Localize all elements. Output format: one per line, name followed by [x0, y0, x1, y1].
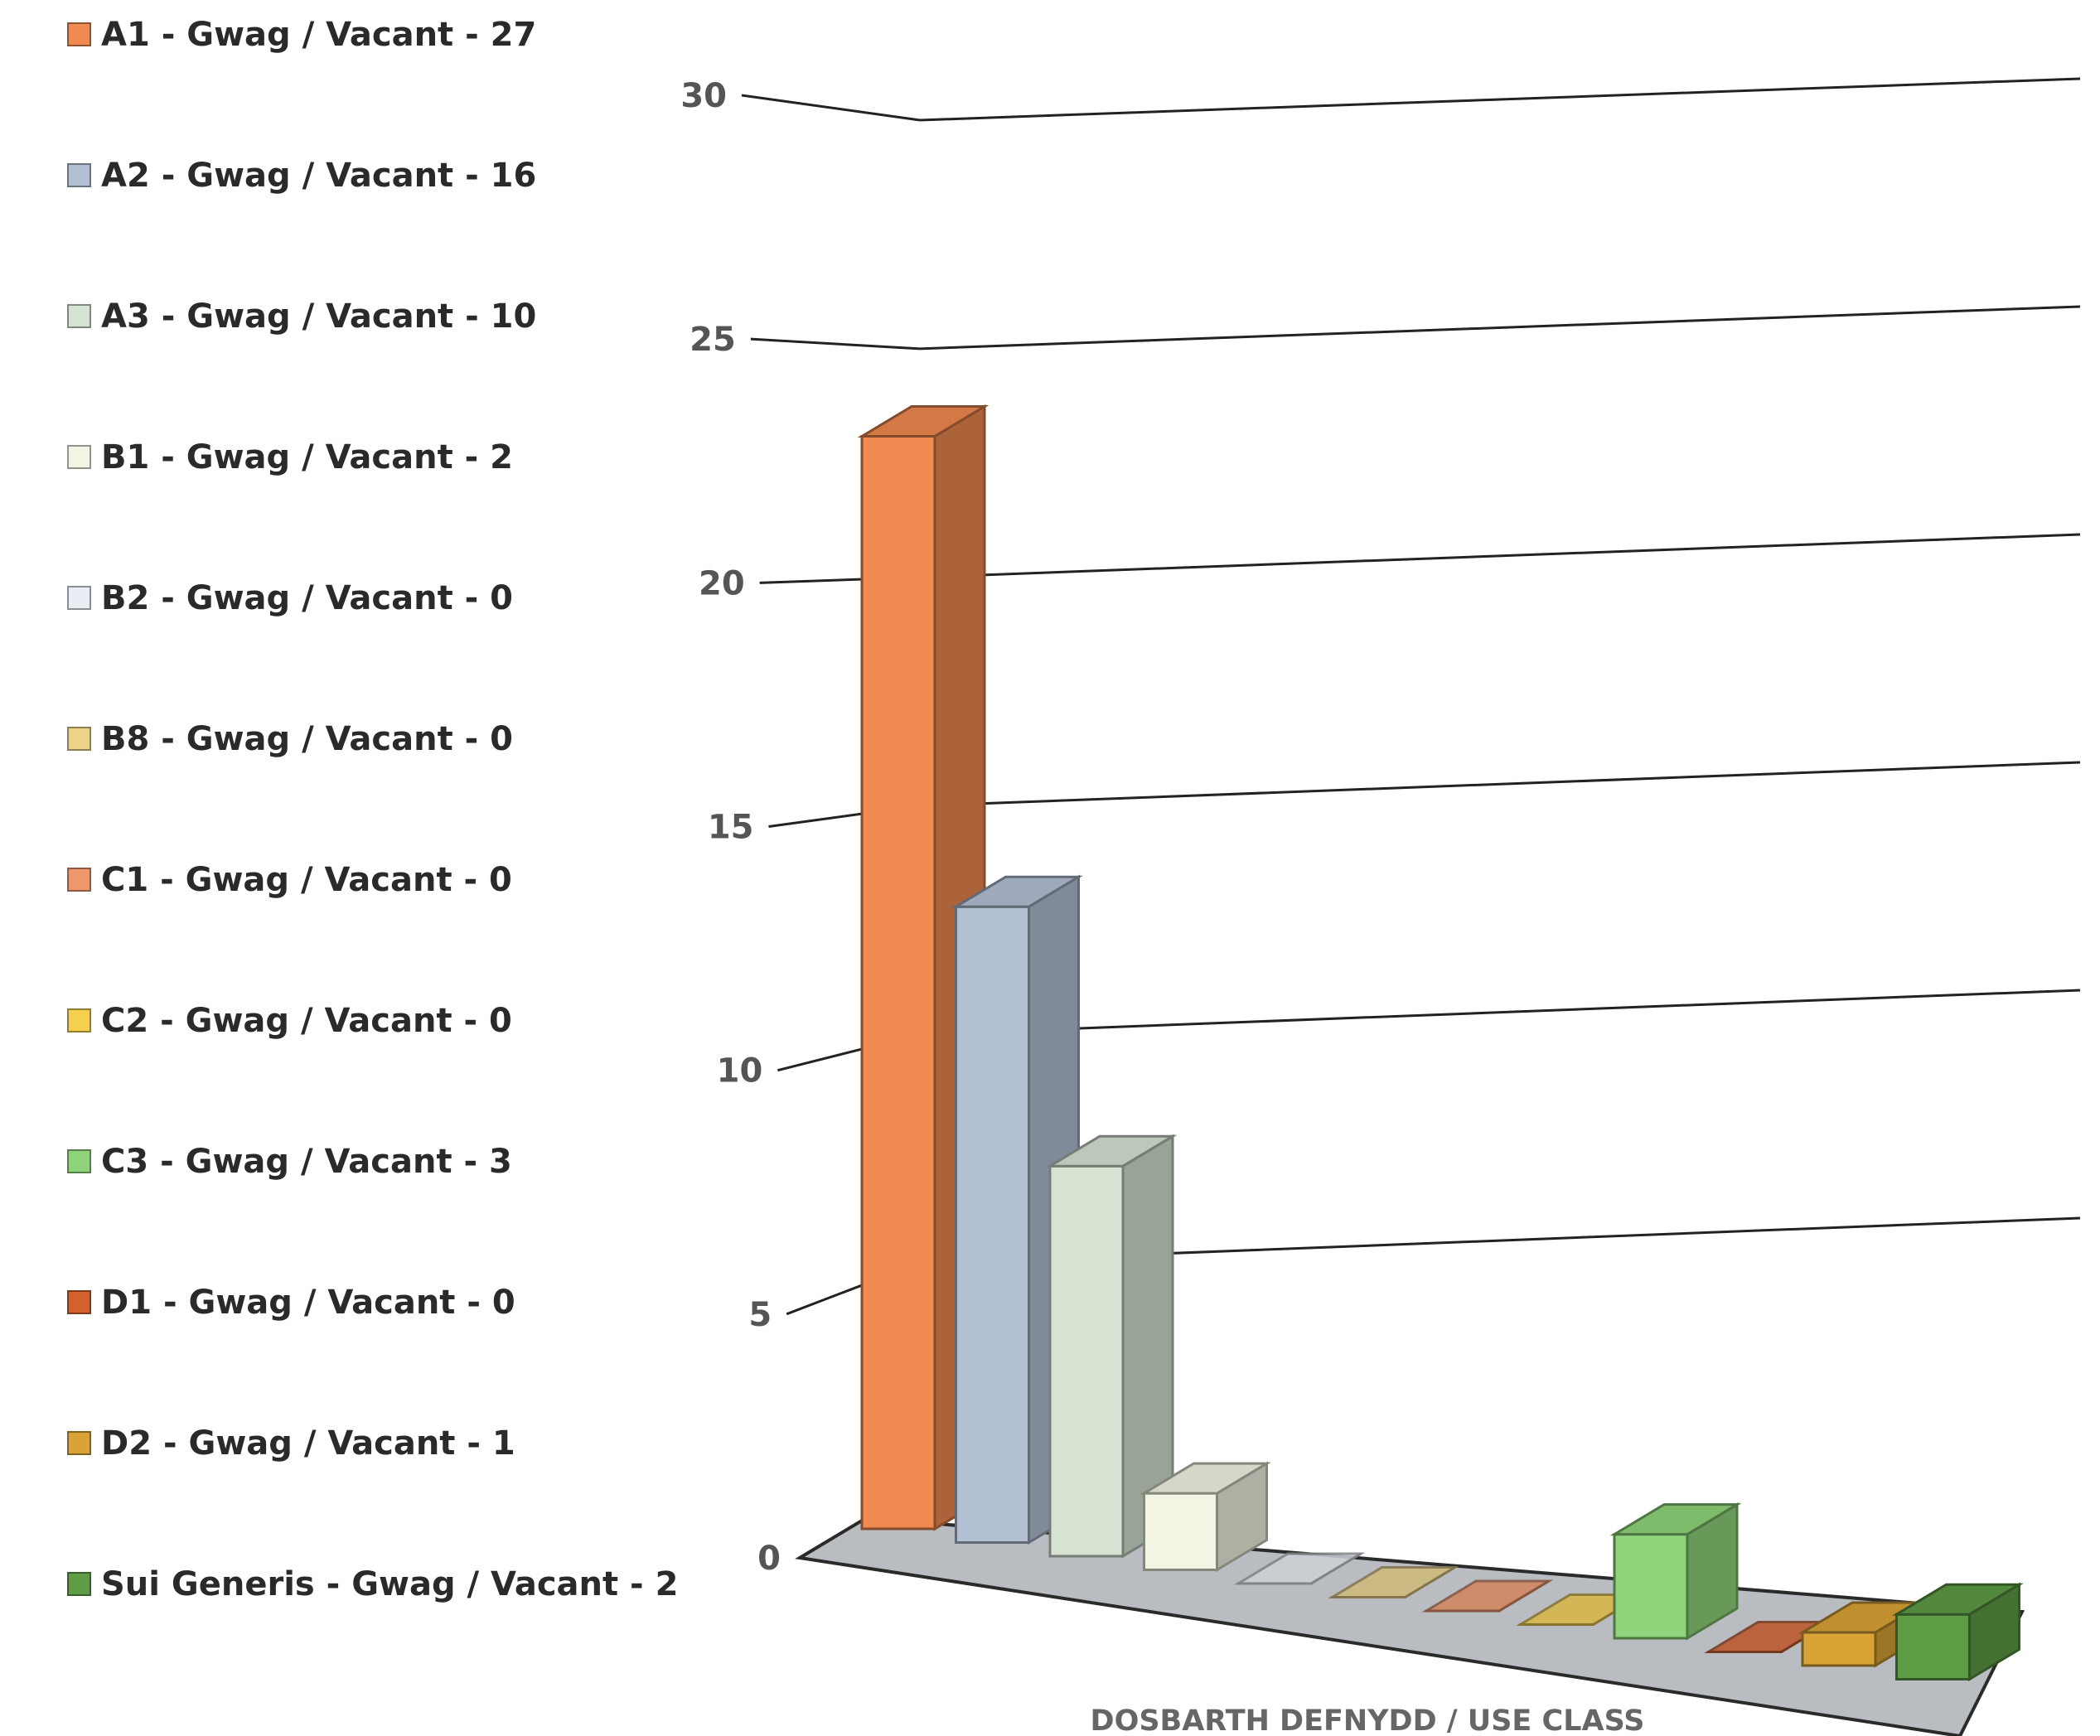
- y-tick-label: 5: [748, 1296, 772, 1334]
- legend-label: C1 - Gwag / Vacant - 0: [101, 861, 512, 899]
- bar: [1613, 1533, 1689, 1640]
- bar: [1801, 1631, 1877, 1667]
- legend-label: B2 - Gwag / Vacant - 0: [101, 579, 513, 617]
- y-axis: 0 5 10 15 20 25 30: [680, 77, 781, 1578]
- legend-label: C3 - Gwag / Vacant - 3: [101, 1143, 512, 1181]
- bar: [1895, 1613, 1971, 1681]
- bar-top: [1140, 1462, 1271, 1495]
- gridline: [919, 989, 2081, 1036]
- legend-swatch: [67, 22, 91, 46]
- bar: [1143, 1492, 1218, 1571]
- legend-swatch: [67, 445, 91, 469]
- gridline: [919, 761, 2081, 807]
- chart-floor: [795, 1516, 2025, 1736]
- y-tick-label: 30: [680, 77, 727, 115]
- legend-swatch: [67, 1149, 91, 1173]
- legend-swatch: [67, 727, 91, 751]
- legend-label: B1 - Gwag / Vacant - 2: [101, 438, 513, 476]
- bar-top: [1892, 1583, 2024, 1616]
- legend-swatch: [67, 1572, 91, 1596]
- y-tick-label: 25: [690, 321, 736, 359]
- legend-swatch: [67, 586, 91, 610]
- bar: [860, 435, 936, 1530]
- bars: [857, 404, 2024, 1682]
- gridline: [919, 533, 2081, 579]
- gridline: [741, 94, 921, 122]
- bar: [1048, 1164, 1125, 1558]
- legend-label: D1 - Gwag / Vacant - 0: [101, 1284, 515, 1322]
- bar-top: [857, 405, 990, 438]
- legend-label: A3 - Gwag / Vacant - 10: [101, 297, 536, 336]
- bar-top: [1328, 1566, 1459, 1598]
- x-axis-title: DOSBARTH DEFNYDD / USE CLASS: [1091, 1705, 1645, 1736]
- legend-label: Sui Generis - Gwag / Vacant - 2: [101, 1565, 678, 1603]
- floor-plane: [795, 1516, 2025, 1736]
- y-tick-label: 15: [708, 809, 754, 847]
- bar-top: [1045, 1134, 1178, 1168]
- bar: [955, 905, 1030, 1545]
- legend: A1 - Gwag / Vacant - 27 A2 - Gwag / Vacan…: [67, 16, 678, 1603]
- bar-top: [1609, 1503, 1742, 1536]
- legend-swatch: [67, 163, 91, 187]
- legend-label: B8 - Gwag / Vacant - 0: [101, 720, 513, 758]
- legend-label: D2 - Gwag / Vacant - 1: [101, 1424, 515, 1463]
- legend-swatch: [67, 1431, 91, 1455]
- y-tick-label: 20: [699, 564, 745, 602]
- gridline: [919, 305, 2081, 351]
- legend-swatch: [67, 304, 91, 328]
- y-tick-label: 0: [757, 1540, 781, 1578]
- legend-swatch: [67, 868, 91, 892]
- legend-label: A1 - Gwag / Vacant - 27: [101, 16, 536, 54]
- bar-top: [1421, 1579, 1554, 1613]
- y-tick-label: 10: [717, 1052, 763, 1090]
- bar-top: [951, 875, 1083, 908]
- gridline: [919, 77, 2081, 122]
- legend-label: A2 - Gwag / Vacant - 16: [101, 157, 536, 195]
- legend-label: C2 - Gwag / Vacant - 0: [101, 1002, 512, 1040]
- bar-top: [1233, 1552, 1366, 1585]
- gridline: [750, 337, 921, 351]
- legend-swatch: [67, 1008, 91, 1032]
- legend-swatch: [67, 1290, 91, 1314]
